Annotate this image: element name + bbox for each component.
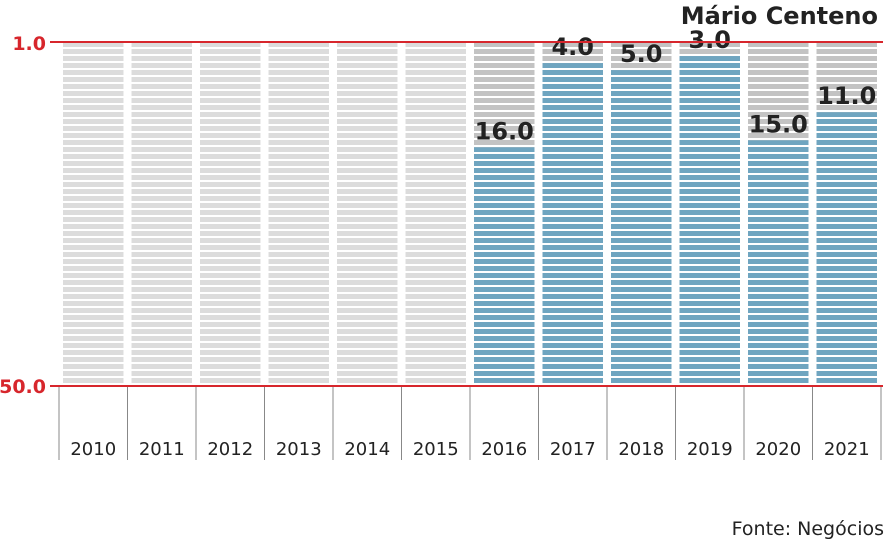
bar-stripes-2016: [474, 42, 535, 386]
bar-stripes-2013: [268, 42, 329, 386]
x-tick-label-2013: 2013: [276, 439, 322, 460]
bar-stripes-2014: [337, 42, 398, 386]
bar-stripes-2019: [679, 42, 740, 386]
y-axis-top-label: 1.0: [12, 33, 46, 55]
data-label-2019: 3.0: [688, 26, 731, 54]
y-axis-bottom-label: 50.0: [0, 376, 46, 398]
data-label-2018: 5.0: [620, 40, 663, 68]
x-tick-label-2019: 2019: [687, 439, 733, 460]
data-label-2016: 16.0: [475, 117, 534, 145]
chart-title: Mário Centeno: [681, 2, 878, 30]
x-tick-label-2020: 2020: [755, 439, 801, 460]
bar-stripes-2018: [611, 42, 672, 386]
bar-stripes-2020: [748, 42, 809, 386]
plot-area: 16.0 4.0 5.0 3.0 15.0 11.0 2010 2011 2012 2013 201…: [50, 26, 883, 460]
x-tick-label-2017: 2017: [550, 439, 596, 460]
bar-stripes-2017: [542, 42, 603, 386]
x-tick-label-2021: 2021: [824, 439, 870, 460]
x-tick-label-2018: 2018: [618, 439, 664, 460]
bar-stripes-2011: [131, 42, 192, 386]
bar-stripes-2012: [200, 42, 261, 386]
bar-stripes-2010: [63, 42, 124, 386]
x-tick-label-2014: 2014: [344, 439, 390, 460]
x-tick-label-2010: 2010: [70, 439, 116, 460]
x-tick-label-2012: 2012: [207, 439, 253, 460]
data-label-2017: 4.0: [551, 33, 594, 61]
x-tick-label-2016: 2016: [481, 439, 527, 460]
bar-stripes-2015: [405, 42, 466, 386]
x-tick-label-2011: 2011: [139, 439, 185, 460]
source-note: Fonte: Negócios: [732, 518, 884, 540]
data-label-2021: 11.0: [817, 82, 876, 110]
x-tick-label-2015: 2015: [413, 439, 459, 460]
data-label-2020: 15.0: [749, 110, 808, 138]
bar-stripes-2021: [816, 42, 877, 386]
